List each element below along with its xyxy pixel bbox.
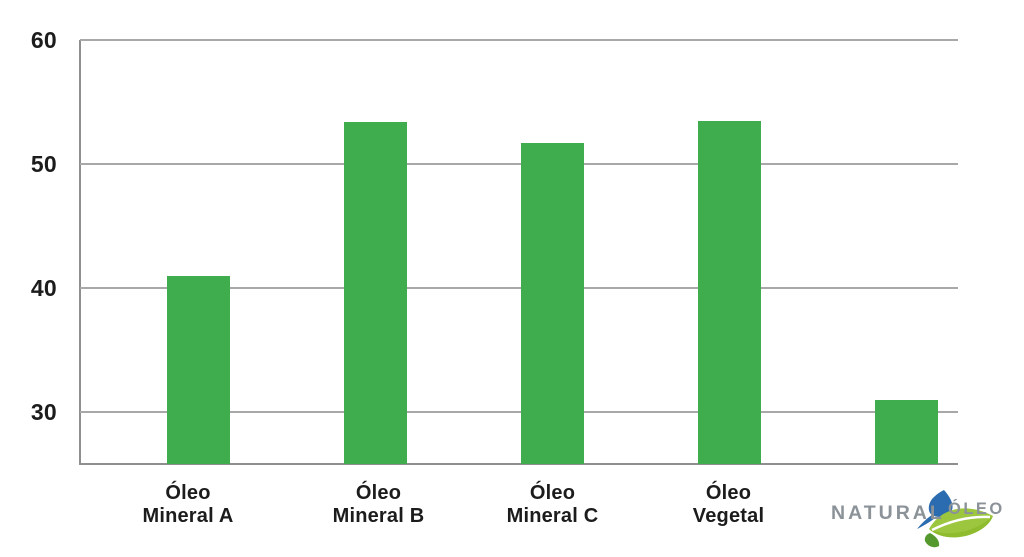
category-label-4: Óleo Vegetal bbox=[644, 482, 814, 528]
gridline-y-40 bbox=[80, 287, 958, 289]
y-tick-label-50: 50 bbox=[30, 150, 57, 177]
gridline-y-30 bbox=[80, 411, 958, 413]
y-axis-line bbox=[79, 40, 81, 465]
category-label-line: Mineral B bbox=[332, 505, 425, 527]
leaf-drop-accent bbox=[924, 533, 940, 548]
y-tick-label-30: 30 bbox=[30, 398, 57, 425]
bar-Óleo Mineral C bbox=[521, 142, 584, 464]
category-label-line: Mineral A bbox=[142, 505, 234, 527]
category-label-3: Óleo Mineral C bbox=[468, 482, 638, 528]
bar-Óleo Mineral B bbox=[344, 121, 407, 464]
logo-text-oleo: ÓLEO bbox=[948, 499, 1005, 518]
category-label-line: Óleo bbox=[355, 482, 402, 504]
category-label-line: Vegetal bbox=[692, 505, 765, 527]
bar-Óleo Vegetal bbox=[698, 120, 761, 464]
x-axis-line bbox=[79, 463, 958, 465]
y-tick-label-40: 40 bbox=[30, 274, 57, 301]
category-label-line: Óleo bbox=[529, 482, 576, 504]
brand-logo: NATURAL ÓLEO bbox=[831, 490, 1005, 548]
bar-natural-oleo bbox=[875, 399, 938, 464]
category-label-1: Óleo Mineral A bbox=[103, 482, 273, 528]
category-label-line: Óleo bbox=[705, 482, 752, 504]
y-tick-label-60: 60 bbox=[30, 27, 57, 53]
gridline-y-50 bbox=[80, 163, 958, 165]
category-label-line: Óleo bbox=[165, 482, 211, 504]
gridline-y-60 bbox=[80, 39, 958, 41]
leaf-icon bbox=[917, 490, 993, 548]
category-label-line: Mineral C bbox=[506, 505, 599, 527]
category-label-2: Óleo Mineral B bbox=[294, 482, 464, 528]
logo-text-natural: NATURAL bbox=[831, 502, 945, 524]
bar-Óleo Mineral A bbox=[167, 275, 230, 464]
water-drop-icon bbox=[928, 490, 953, 517]
